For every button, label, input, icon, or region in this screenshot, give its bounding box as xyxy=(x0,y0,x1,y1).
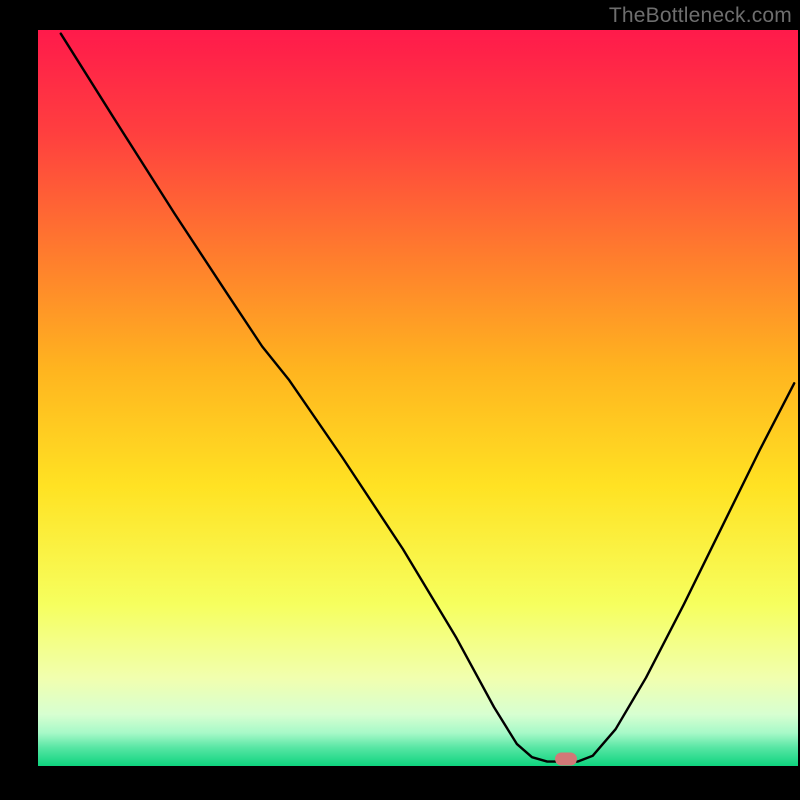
plot-area xyxy=(38,30,798,766)
watermark-text: TheBottleneck.com xyxy=(609,4,792,28)
chart-background xyxy=(38,30,798,766)
chart-svg xyxy=(38,30,798,766)
plot-outer-frame xyxy=(0,0,800,800)
optimal-marker xyxy=(555,753,577,766)
